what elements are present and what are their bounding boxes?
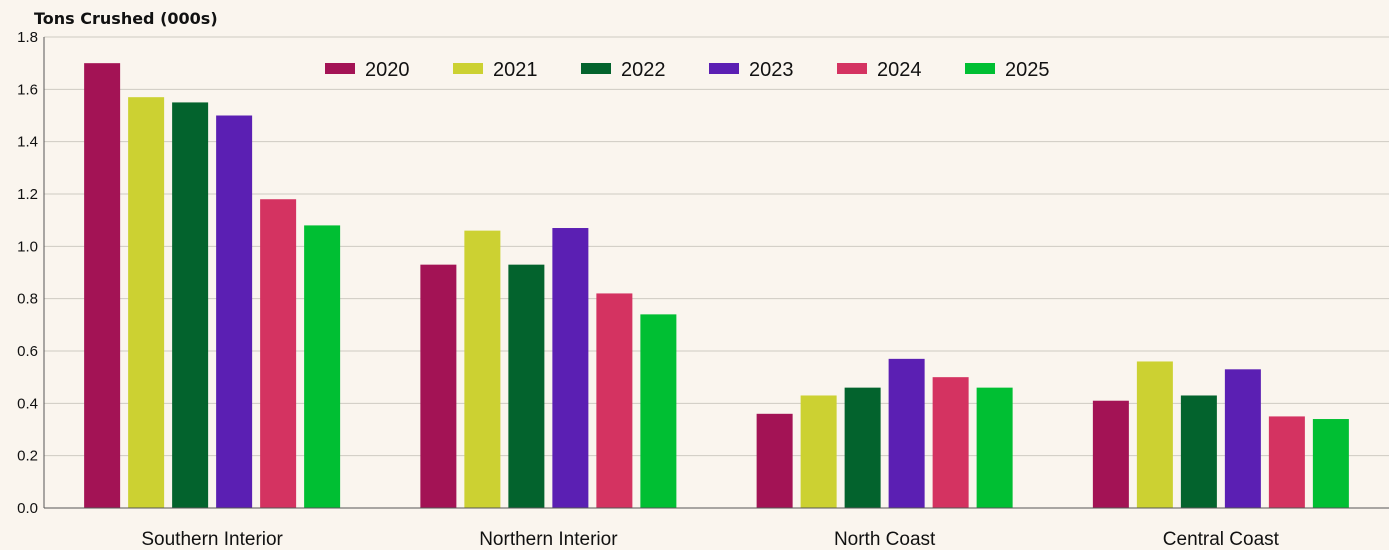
- bar-2020-northern-interior: [420, 264, 457, 508]
- bar-2025-southern-interior: [304, 225, 341, 508]
- bar-2021-northern-interior: [464, 230, 501, 508]
- legend-label: 2020: [365, 59, 410, 81]
- y-axis-title: Tons Crushed (000s): [34, 9, 218, 28]
- legend-swatch: [709, 63, 739, 74]
- y-tick-label: 1.4: [17, 134, 38, 151]
- bar-2022-southern-interior: [172, 102, 209, 509]
- legend-label: 2025: [1005, 59, 1050, 81]
- bar-2021-central-coast: [1136, 361, 1173, 508]
- bar-2024-northern-interior: [596, 293, 633, 508]
- bar-2020-north-coast: [756, 413, 793, 508]
- y-tick-label: 1.6: [17, 81, 38, 98]
- bar-2022-northern-interior: [508, 264, 545, 508]
- bar-2023-north-coast: [888, 358, 925, 508]
- x-tick-label: North Coast: [834, 529, 936, 550]
- bar-2021-north-coast: [800, 395, 837, 508]
- bar-2025-north-coast: [976, 387, 1013, 508]
- y-tick-label: 0.2: [17, 448, 38, 465]
- y-tick-label: 0.8: [17, 291, 38, 308]
- bar-2024-central-coast: [1268, 416, 1305, 508]
- y-tick-label: 0.6: [17, 343, 38, 360]
- legend-label: 2022: [621, 59, 666, 81]
- x-tick-label: Northern Interior: [479, 529, 618, 550]
- y-axis-ticks: 0.0 0.2 0.4 0.6 0.8 1.0 1.2 1.4 1.6 1.8: [17, 29, 38, 517]
- y-tick-label: 0.0: [17, 500, 38, 517]
- legend-label: 2023: [749, 59, 794, 81]
- y-tick-label: 0.4: [17, 395, 38, 412]
- x-axis-labels: Southern Interior Northern Interior North …: [141, 529, 1279, 550]
- bar-2023-northern-interior: [552, 228, 589, 508]
- x-tick-label: Southern Interior: [141, 529, 283, 550]
- bar-2022-central-coast: [1180, 395, 1217, 508]
- bar-2021-southern-interior: [128, 97, 165, 508]
- legend-swatch: [453, 63, 483, 74]
- bar-2020-central-coast: [1092, 400, 1129, 508]
- legend-swatch: [581, 63, 611, 74]
- legend-label: 2021: [493, 59, 538, 81]
- bar-2025-central-coast: [1312, 419, 1349, 508]
- bar-2025-northern-interior: [640, 314, 677, 508]
- bar-2022-north-coast: [844, 387, 881, 508]
- bar-2024-southern-interior: [260, 199, 297, 508]
- y-tick-label: 1.2: [17, 186, 38, 203]
- bars: [84, 63, 1349, 509]
- legend-swatch: [325, 63, 355, 74]
- bar-2024-north-coast: [932, 377, 969, 508]
- bar-2023-central-coast: [1224, 369, 1261, 508]
- legend-swatch: [837, 63, 867, 74]
- y-tick-label: 1.8: [17, 29, 38, 46]
- y-tick-label: 1.0: [17, 238, 38, 255]
- legend-label: 2024: [877, 59, 922, 81]
- bar-2023-southern-interior: [216, 115, 253, 508]
- bar-2020-southern-interior: [84, 63, 121, 509]
- legend: 2020 2021 2022 2023 2024 2025: [325, 59, 1050, 81]
- x-tick-label: Central Coast: [1163, 529, 1280, 550]
- legend-swatch: [965, 63, 995, 74]
